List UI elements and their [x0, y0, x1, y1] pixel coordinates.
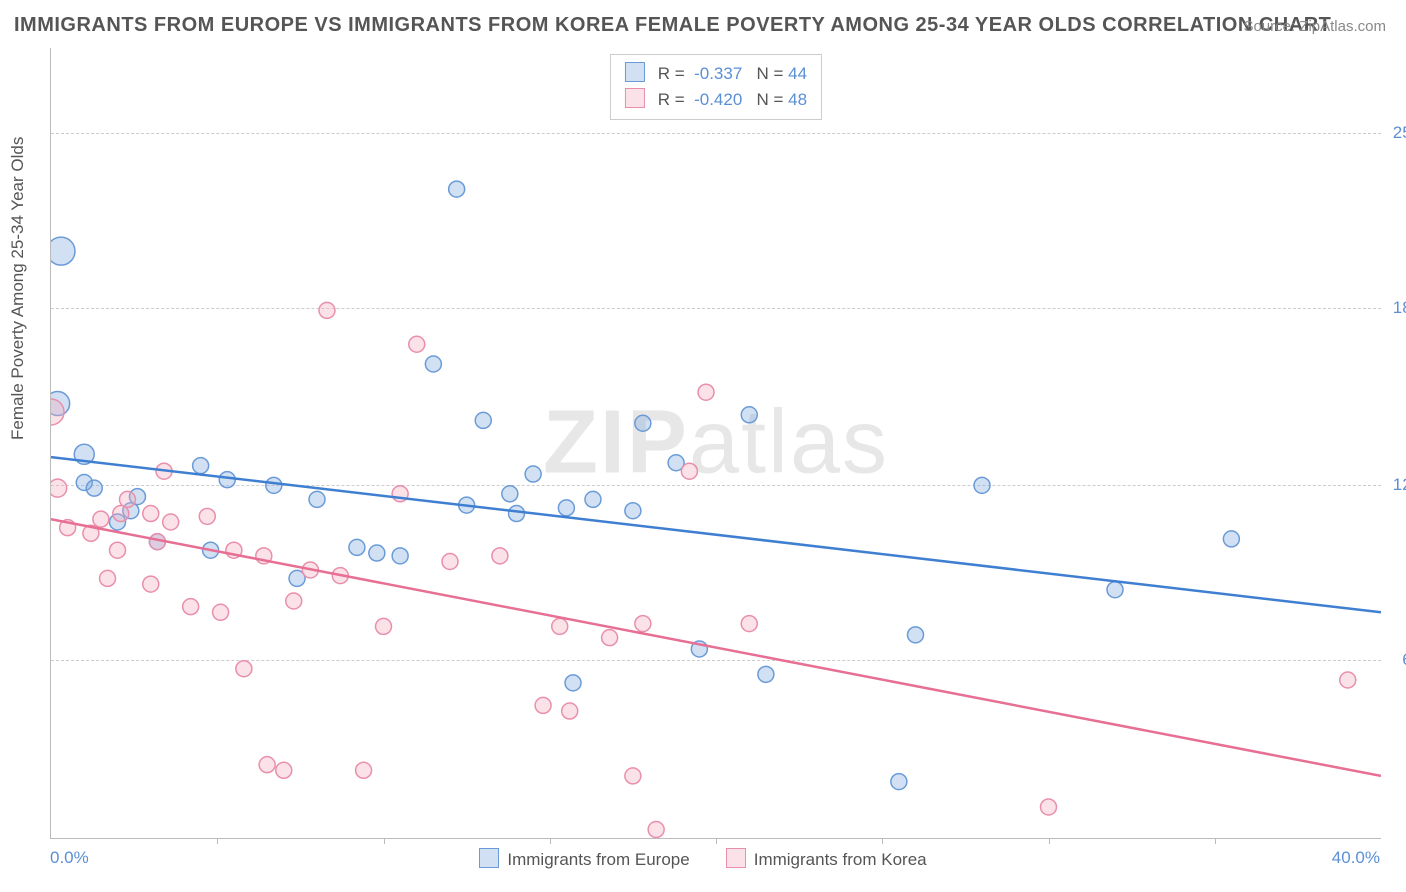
data-point-europe [193, 458, 209, 474]
data-point-europe [1107, 582, 1123, 598]
data-point-europe [266, 477, 282, 493]
data-point-korea [535, 697, 551, 713]
correlation-legend: R = -0.337 N = 44 R = -0.420 N = 48 [610, 54, 822, 120]
data-point-europe [51, 237, 75, 265]
data-point-korea [442, 554, 458, 570]
x-tick [550, 838, 551, 844]
data-point-korea [143, 506, 159, 522]
legend-swatch [625, 88, 645, 108]
data-point-korea [409, 336, 425, 352]
data-point-europe [585, 491, 601, 507]
data-point-korea [183, 599, 199, 615]
n-value: 48 [788, 90, 807, 109]
legend-item-europe: Immigrants from Europe [479, 848, 689, 870]
r-value: -0.337 [694, 64, 742, 83]
data-point-korea [276, 762, 292, 778]
data-point-korea [648, 822, 664, 838]
y-tick-label: 12.5% [1386, 475, 1406, 495]
data-point-europe [891, 774, 907, 790]
data-point-europe [392, 548, 408, 564]
x-tick [1215, 838, 1216, 844]
y-tick-label: 6.3% [1386, 650, 1406, 670]
data-point-korea [163, 514, 179, 530]
r-label: R = [658, 64, 685, 83]
data-point-europe [741, 407, 757, 423]
data-point-korea [259, 757, 275, 773]
data-point-europe [309, 491, 325, 507]
x-tick [1049, 838, 1050, 844]
legend-row: R = -0.420 N = 48 [625, 87, 807, 113]
chart-title: IMMIGRANTS FROM EUROPE VS IMMIGRANTS FRO… [14, 14, 1331, 37]
data-point-europe [449, 181, 465, 197]
data-point-europe [974, 477, 990, 493]
legend-label: Immigrants from Europe [507, 850, 689, 869]
n-label: N = [756, 90, 783, 109]
data-point-europe [625, 503, 641, 519]
data-point-korea [143, 576, 159, 592]
data-point-korea [376, 618, 392, 634]
n-label: N = [756, 64, 783, 83]
data-point-korea [681, 463, 697, 479]
data-point-europe [369, 545, 385, 561]
data-point-europe [758, 666, 774, 682]
data-point-europe [558, 500, 574, 516]
n-value: 44 [788, 64, 807, 83]
data-point-europe [525, 466, 541, 482]
x-tick [716, 838, 717, 844]
data-point-europe [86, 480, 102, 496]
y-axis-label: Female Poverty Among 25-34 Year Olds [8, 137, 28, 440]
legend-swatch [479, 848, 499, 868]
data-point-europe [565, 675, 581, 691]
data-point-korea [1041, 799, 1057, 815]
data-point-korea [119, 491, 135, 507]
data-point-korea [286, 593, 302, 609]
data-point-europe [1223, 531, 1239, 547]
chart-svg [51, 48, 1381, 838]
data-point-europe [502, 486, 518, 502]
x-tick [217, 838, 218, 844]
data-point-korea [51, 479, 67, 497]
data-point-korea [199, 508, 215, 524]
legend-swatch [726, 848, 746, 868]
x-tick [384, 838, 385, 844]
legend-item-korea: Immigrants from Korea [726, 848, 927, 870]
data-point-korea [236, 661, 252, 677]
data-point-korea [625, 768, 641, 784]
legend-label: Immigrants from Korea [754, 850, 927, 869]
data-point-korea [602, 630, 618, 646]
data-point-korea [562, 703, 578, 719]
x-tick [882, 838, 883, 844]
data-point-korea [213, 604, 229, 620]
data-point-korea [110, 542, 126, 558]
data-point-europe [219, 472, 235, 488]
legend-row: R = -0.337 N = 44 [625, 61, 807, 87]
trend-line-korea [51, 519, 1381, 776]
data-point-korea [552, 618, 568, 634]
data-point-europe [908, 627, 924, 643]
data-point-korea [1340, 672, 1356, 688]
data-point-korea [741, 616, 757, 632]
data-point-europe [509, 506, 525, 522]
plot-area: ZIPatlas R = -0.337 N = 44 R = -0.420 N … [50, 48, 1381, 839]
data-point-europe [635, 415, 651, 431]
data-point-korea [319, 302, 335, 318]
data-point-korea [100, 570, 116, 586]
data-point-korea [492, 548, 508, 564]
source-label: Source: ZipAtlas.com [1243, 18, 1386, 35]
data-point-korea [635, 616, 651, 632]
data-point-europe [349, 539, 365, 555]
data-point-korea [356, 762, 372, 778]
legend-swatch [625, 62, 645, 82]
data-point-korea [698, 384, 714, 400]
r-value: -0.420 [694, 90, 742, 109]
y-tick-label: 25.0% [1386, 123, 1406, 143]
trend-line-europe [51, 457, 1381, 612]
data-point-europe [475, 412, 491, 428]
data-point-korea [93, 511, 109, 527]
series-legend: Immigrants from Europe Immigrants from Ko… [0, 848, 1406, 870]
y-tick-label: 18.8% [1386, 298, 1406, 318]
r-label: R = [658, 90, 685, 109]
data-point-europe [425, 356, 441, 372]
